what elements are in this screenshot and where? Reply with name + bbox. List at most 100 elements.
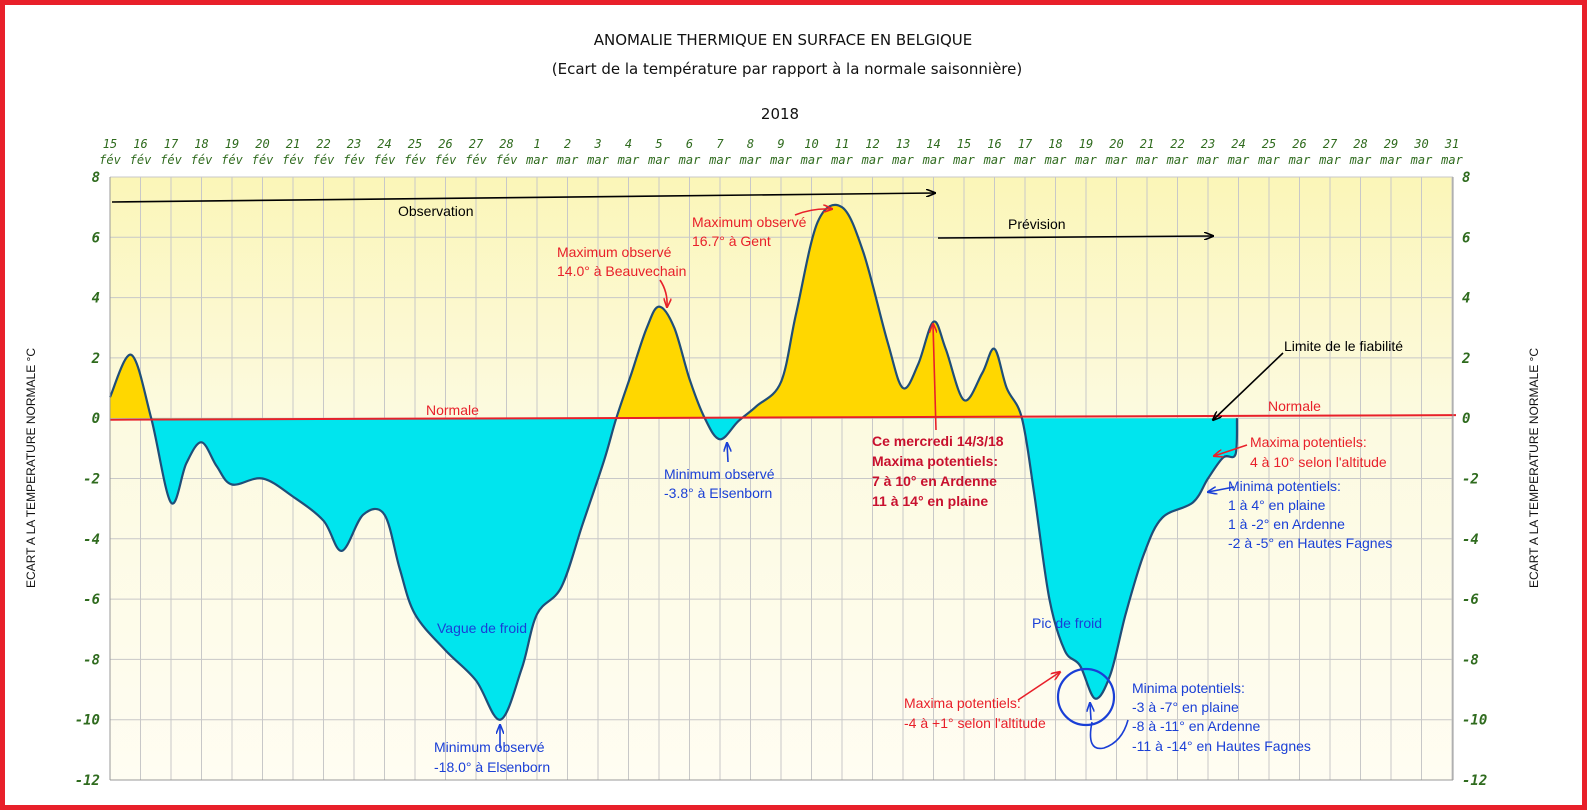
x-tick-month: mar <box>1074 153 1097 167</box>
annotation-vague-de-froid: Vague de froid <box>437 620 527 636</box>
x-tick-month: mar <box>586 153 609 167</box>
y-tick-left: -4 <box>83 532 100 548</box>
x-tick-day: 22 <box>1170 137 1184 151</box>
max-beauvechain-arrow <box>659 279 667 307</box>
x-tick-day: 24 <box>377 137 391 151</box>
prevision-arrow <box>937 236 1213 238</box>
annotation-prevision: Prévision <box>1008 216 1066 232</box>
annotation-min-elsenborn2-2: -18.0° à Elsenborn <box>434 759 550 775</box>
x-tick-month: fév <box>160 153 182 167</box>
x-tick-day: 15 <box>103 137 117 151</box>
annotation-maxima-pic-1: Maxima potentiels: <box>904 695 1021 711</box>
annotation-min-elsenborn-2: -3.8° à Elsenborn <box>664 485 772 501</box>
x-tick-labels: 15fév16fév17fév18fév19fév20fév21fév22fév… <box>99 137 1463 167</box>
annotations: Observation Prévision Normale Normale Ma… <box>398 203 1403 775</box>
observation-arrow <box>111 193 935 203</box>
y-tick-left: 4 <box>92 291 100 307</box>
x-tick-day: 23 <box>1201 137 1215 151</box>
y-tick-labels: 8 8 6 6 4 4 2 2 0 0 -2 -2 -4 -4 -6 -6 -8 -8 -10 -10 -12 -12 <box>75 170 1488 789</box>
y-tick-left: -8 <box>83 652 100 668</box>
annotation-min-elsenborn-1: Minimum observé <box>664 466 775 482</box>
annotation-min-elsenborn2-1: Minimum observé <box>434 739 545 755</box>
y-tick-right: 4 <box>1462 291 1470 307</box>
maxima-forecast-arrow <box>1214 444 1248 456</box>
annotation-mercredi-1: Ce mercredi 14/3/18 <box>872 433 1004 449</box>
area-below-normal <box>151 418 1237 720</box>
y-tick-right: -4 <box>1462 532 1479 548</box>
annotation-normale-left: Normale <box>426 402 479 418</box>
annotation-max-beauvechain-2: 14.0° à Beauvechain <box>557 263 686 279</box>
x-tick-day: 21 <box>1140 137 1154 151</box>
x-tick-day: 30 <box>1413 137 1428 151</box>
x-tick-day: 28 <box>499 137 513 151</box>
x-tick-month: fév <box>343 153 365 167</box>
x-tick-day: 25 <box>1262 137 1276 151</box>
y-tick-right: 8 <box>1462 170 1470 186</box>
x-tick-day: 29 <box>1384 137 1398 151</box>
x-tick-month: mar <box>830 153 853 167</box>
chart-year: 2018 <box>761 105 799 123</box>
cold-peak-circle <box>1056 667 1116 727</box>
y-tick-left: -6 <box>83 592 100 608</box>
x-tick-month: mar <box>1044 153 1067 167</box>
x-tick-month: mar <box>1227 153 1250 167</box>
cold-peak-arrow <box>1090 703 1091 721</box>
x-tick-month: mar <box>617 153 640 167</box>
x-tick-month: fév <box>404 153 426 167</box>
x-tick-month: mar <box>708 153 731 167</box>
x-tick-day: 5 <box>655 137 662 151</box>
x-tick-month: mar <box>922 153 945 167</box>
y-tick-right: -2 <box>1462 472 1479 488</box>
x-tick-day: 15 <box>957 137 971 151</box>
y-tick-right: 2 <box>1461 351 1470 367</box>
x-tick-day: 25 <box>408 137 422 151</box>
x-tick-month: fév <box>374 153 396 167</box>
x-tick-month: mar <box>739 153 762 167</box>
y-tick-right: 6 <box>1462 230 1470 246</box>
x-tick-month: mar <box>556 153 579 167</box>
annotation-minima-pic-1: Minima potentiels: <box>1132 680 1245 696</box>
annotation-minima-pic-3: -8 à -11° en Ardenne <box>1132 718 1261 734</box>
chart-title: ANOMALIE THERMIQUE EN SURFACE EN BELGIQU… <box>594 31 973 49</box>
x-tick-day: 13 <box>896 137 910 151</box>
annotation-mercredi-4: 11 à 14° en plaine <box>872 493 988 509</box>
chart-subtitle: (Ecart de la température par rapport à l… <box>552 60 1022 78</box>
y-tick-right: -10 <box>1462 713 1487 729</box>
x-tick-month: fév <box>130 153 152 167</box>
x-tick-day: 12 <box>865 137 879 151</box>
y-tick-left: 2 <box>91 351 100 367</box>
x-tick-month: mar <box>525 153 548 167</box>
annotation-max-gent-1: Maximum observé <box>692 214 807 230</box>
fiabilite-arrow <box>1213 352 1284 420</box>
x-tick-day: 19 <box>225 137 239 151</box>
x-tick-day: 9 <box>777 137 784 151</box>
annotation-mercredi-3: 7 à 10° en Ardenne <box>872 473 997 489</box>
normal-line <box>109 414 1457 421</box>
x-tick-month: fév <box>465 153 487 167</box>
x-tick-day: 6 <box>686 137 693 151</box>
annotation-minima-pic-4: -11 à -14° en Hautes Fagnes <box>1132 738 1311 754</box>
y-tick-left: 6 <box>92 230 100 246</box>
annotation-minima-forecast-2: 1 à 4° en plaine <box>1228 497 1326 513</box>
x-tick-month: mar <box>678 153 701 167</box>
x-tick-month: fév <box>313 153 335 167</box>
x-tick-month: fév <box>221 153 243 167</box>
x-tick-day: 26 <box>1292 137 1306 151</box>
y-tick-left: -2 <box>83 472 100 488</box>
x-tick-day: 8 <box>747 137 754 151</box>
y-tick-right: -12 <box>1462 773 1487 789</box>
x-tick-month: fév <box>191 153 213 167</box>
x-tick-month: mar <box>952 153 975 167</box>
x-tick-month: mar <box>1135 153 1158 167</box>
x-tick-month: mar <box>769 153 792 167</box>
x-tick-month: mar <box>1349 153 1372 167</box>
x-tick-month: mar <box>891 153 914 167</box>
x-tick-month: mar <box>1196 153 1219 167</box>
x-tick-day: 24 <box>1231 137 1245 151</box>
x-tick-month: mar <box>1288 153 1311 167</box>
annotation-observation: Observation <box>398 203 473 219</box>
x-tick-day: 18 <box>1048 137 1062 151</box>
x-tick-day: 4 <box>625 137 632 151</box>
